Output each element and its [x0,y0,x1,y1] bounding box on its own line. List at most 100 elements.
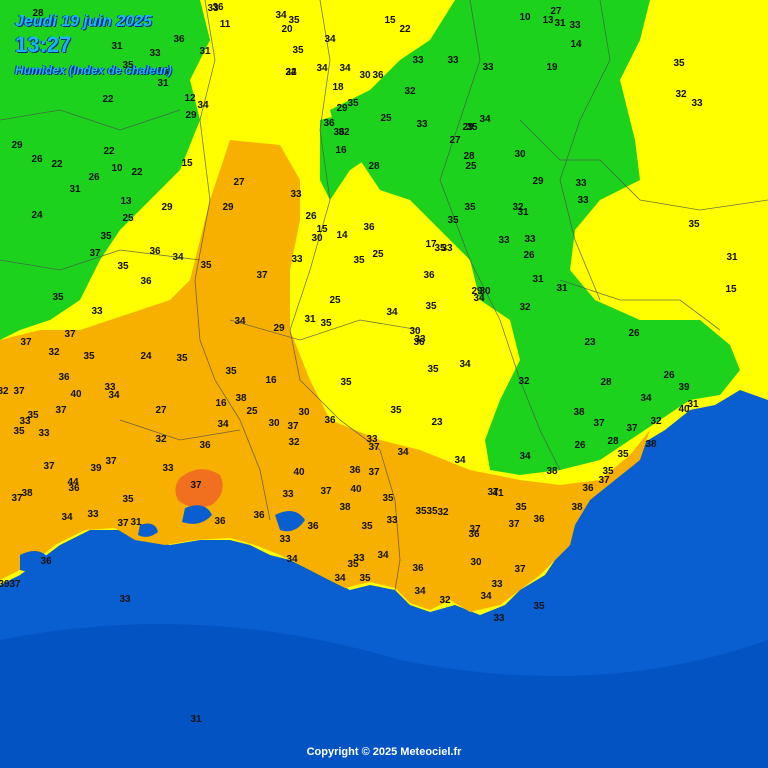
humidex-value: 36 [412,563,424,574]
humidex-value: 38 [573,407,585,418]
humidex-value: 37 [13,386,25,397]
humidex-value: 36 [363,222,375,233]
humidex-value: 36 [140,276,152,287]
humidex-value: 32 [675,89,687,100]
humidex-value: 35 [347,98,359,109]
humidex-value: 15 [316,224,328,235]
humidex-value: 34 [172,252,184,263]
humidex-value: 20 [281,24,293,35]
humidex-value: 29 [336,103,348,114]
humidex-value: 33 [441,243,453,254]
humidex-value: 34 [473,293,485,304]
green-zone-west [0,0,210,340]
humidex-value: 32 [0,386,9,397]
humidex-value: 10 [519,12,531,23]
humidex-value: 33 [279,534,291,545]
humidex-value: 37 [117,518,129,529]
humidex-value: 26 [305,211,317,222]
green-zone-north-strip [320,110,380,200]
humidex-value: 33 [353,553,365,564]
humidex-value: 36 [58,372,70,383]
humidex-value: 14 [336,230,348,241]
humidex-value: 32 [288,437,300,448]
humidex-value: 35 [447,215,459,226]
humidex-value: 30 [311,233,323,244]
humidex-value: 35 [515,502,527,513]
humidex-value: 33 [447,55,459,66]
humidex-value: 39 [678,382,690,393]
humidex-value: 32 [404,86,416,97]
humidex-value: 27 [155,405,167,416]
humidex-value: 35 [382,493,394,504]
humidex-value: 39 [90,463,102,474]
humidex-value: 10 [111,163,123,174]
humidex-value: 32 [285,67,297,78]
humidex-value: 29 [222,202,234,213]
humidex-value: 31 [532,274,544,285]
humidex-value: 26 [574,440,586,451]
humidex-value: 34 [286,554,298,565]
humidex-value: 36 [468,529,480,540]
humidex-value: 36 [40,556,52,567]
humidex-value: 33 [19,416,31,427]
humidex-value: 36 [149,246,161,257]
humidex-value: 35 [464,202,476,213]
humidex-value: 23 [584,337,596,348]
humidex-value: 34 [234,316,246,327]
humidex-value: 35 [415,506,427,517]
humidex-value: 34 [108,390,120,401]
humidex-value: 25 [329,295,341,306]
humidex-value: 37 [105,456,117,467]
humidex-value: 27 [449,135,461,146]
lagoon [275,511,305,532]
humidex-value: 25 [372,249,384,260]
humidex-value: 37 [487,487,499,498]
humidex-value: 32 [518,376,530,387]
humidex-value: 33 [162,463,174,474]
humidex-value: 31 [130,517,142,528]
humidex-value: 34 [480,591,492,602]
humidex-value: 35 [83,351,95,362]
humidex-value: 33 [414,334,426,345]
humidex-value: 38 [235,393,247,404]
humidex-value: 26 [31,154,43,165]
humidex-value: 33 [412,55,424,66]
humidex-value: 17 [425,239,437,250]
humidex-value: 37 [9,579,21,590]
humidex-value: 33 [104,382,116,393]
humidex-value: 35 [100,231,112,242]
humidex-value: 36 [324,415,336,426]
humidex-value: 22 [51,159,63,170]
humidex-value: 32 [155,434,167,445]
humidex-value: 34 [61,512,73,523]
humidex-value: 37 [55,405,67,416]
humidex-value: 31 [304,314,316,325]
map-time: 13:27 [15,32,72,57]
humidex-value: 28 [463,151,475,162]
humidex-value: 22 [399,24,411,35]
humidex-value: 35 [122,494,134,505]
humidex-value: 33 [577,195,589,206]
humidex-value: 36 [173,34,185,45]
humidex-value: 44 [67,477,79,488]
humidex-value: 29 [161,202,173,213]
humidex-value: 37 [320,486,332,497]
humidex-value: 24 [31,210,43,221]
orange-zone-central [0,140,650,612]
department-borders [0,0,768,591]
humidex-value: 31 [556,283,568,294]
humidex-value: 27 [550,6,562,17]
humidex-value: 26 [628,328,640,339]
humidex-value: 36 [413,337,425,348]
humidex-value: 34 [519,451,531,462]
deep-sea-area [0,624,768,768]
humidex-value: 22 [131,167,143,178]
map-date: Jeudi 19 juin 2025 [15,13,152,30]
humidex-value: 32 [439,595,451,606]
humidex-value: 35 [390,405,402,416]
humidex-value: 26 [663,370,675,381]
humidex-value: 24 [285,67,297,78]
humidex-value: 34 [454,455,466,466]
humidex-value: 30 [359,70,371,81]
